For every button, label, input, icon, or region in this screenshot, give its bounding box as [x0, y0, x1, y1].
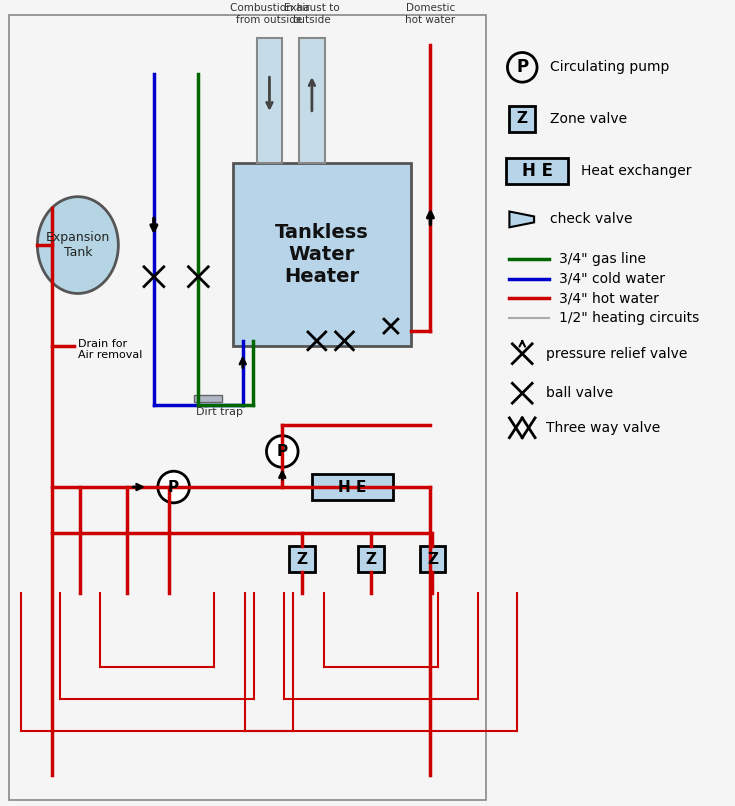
- Text: P: P: [168, 480, 179, 495]
- Text: pressure relief valve: pressure relief valve: [546, 347, 687, 361]
- Text: 3/4" gas line: 3/4" gas line: [559, 252, 646, 266]
- Text: 1/2" heating circuits: 1/2" heating circuits: [559, 311, 699, 325]
- Text: Z: Z: [296, 551, 307, 567]
- Text: P: P: [276, 444, 288, 459]
- Circle shape: [158, 472, 190, 503]
- Text: H E: H E: [338, 480, 367, 495]
- Text: Exhaust to
outside: Exhaust to outside: [284, 3, 340, 25]
- Bar: [299, 38, 325, 163]
- Text: Circulating pump: Circulating pump: [550, 60, 670, 74]
- Text: Tankless
Water
Heater: Tankless Water Heater: [275, 223, 369, 286]
- Bar: [420, 546, 445, 572]
- Bar: [257, 38, 282, 163]
- Text: Combustion air
from outside: Combustion air from outside: [229, 3, 309, 25]
- Polygon shape: [509, 211, 534, 227]
- Text: Z: Z: [427, 551, 438, 567]
- Text: H E: H E: [522, 162, 553, 180]
- Text: Heat exchanger: Heat exchanger: [581, 164, 692, 178]
- Text: Z: Z: [365, 551, 376, 567]
- Bar: [194, 395, 222, 402]
- Text: 3/4" cold water: 3/4" cold water: [559, 272, 664, 285]
- Text: 3/4" hot water: 3/4" hot water: [559, 292, 659, 305]
- Bar: [358, 546, 384, 572]
- Text: Expansion
Tank: Expansion Tank: [46, 231, 110, 259]
- Bar: [233, 163, 411, 346]
- Text: ball valve: ball valve: [546, 386, 613, 401]
- Text: P: P: [516, 58, 528, 77]
- Text: Z: Z: [517, 111, 528, 127]
- Bar: [289, 546, 315, 572]
- Circle shape: [267, 436, 298, 467]
- Text: Dirt trap: Dirt trap: [196, 407, 243, 417]
- Text: Zone valve: Zone valve: [550, 112, 627, 126]
- Bar: [312, 474, 393, 500]
- Text: Drain for
Air removal: Drain for Air removal: [78, 339, 143, 360]
- Text: Three way valve: Three way valve: [546, 421, 660, 434]
- Bar: [509, 106, 535, 131]
- Text: check valve: check valve: [550, 213, 632, 226]
- Bar: [506, 158, 567, 184]
- Bar: [9, 15, 486, 800]
- Ellipse shape: [37, 197, 118, 293]
- Text: Domestic
hot water: Domestic hot water: [405, 3, 456, 25]
